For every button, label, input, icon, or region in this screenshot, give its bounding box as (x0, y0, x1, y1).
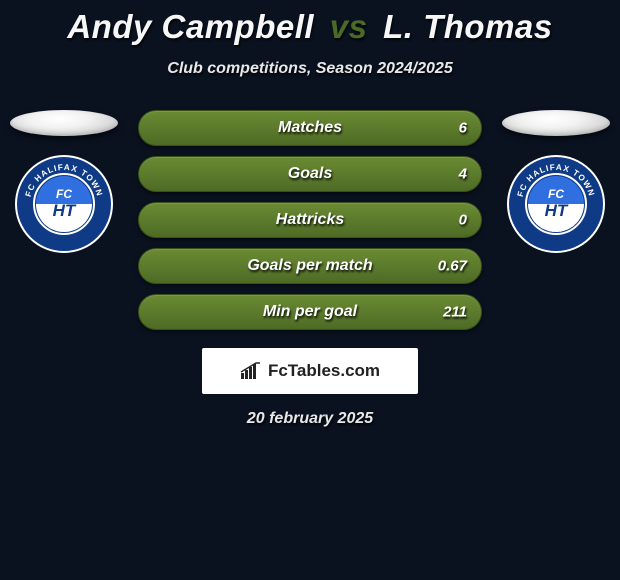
stat-row-goals: Goals 4 (138, 156, 482, 192)
crest-svg-left: FC HALIFAX TOWN THE SHAYMEN FC HT (14, 154, 114, 254)
stat-right-value: 6 (427, 120, 467, 137)
chart-bars-icon (240, 362, 262, 380)
stat-right-value: 211 (427, 304, 467, 321)
attribution-text: FcTables.com (268, 361, 380, 381)
stat-row-goals-per-match: Goals per match 0.67 (138, 248, 482, 284)
player2-photo-placeholder (502, 110, 610, 136)
stat-label: Goals (288, 165, 332, 183)
left-side: FC HALIFAX TOWN THE SHAYMEN FC HT (8, 110, 120, 254)
stat-label: Goals per match (247, 257, 372, 275)
crest-svg-right: FC HALIFAX TOWN THE SHAYMEN FC HT (506, 154, 606, 254)
stats-column: Matches 6 Goals 4 Hattricks 0 Goals per … (138, 110, 482, 330)
player2-club-crest: FC HALIFAX TOWN THE SHAYMEN FC HT (506, 154, 606, 254)
crest-center-top: FC (548, 187, 564, 201)
crest-center-bottom: HT (53, 201, 77, 220)
crest-center-top: FC (56, 187, 72, 201)
player1-club-crest: FC HALIFAX TOWN THE SHAYMEN FC HT (14, 154, 114, 254)
stat-label: Hattricks (276, 211, 344, 229)
player2-name: L. Thomas (383, 8, 553, 45)
player1-photo-placeholder (10, 110, 118, 136)
stat-label: Matches (278, 119, 342, 137)
stat-right-value: 0.67 (427, 258, 467, 275)
stat-row-matches: Matches 6 (138, 110, 482, 146)
crest-center-bottom: HT (545, 201, 569, 220)
player1-name: Andy Campbell (67, 8, 314, 45)
stat-row-min-per-goal: Min per goal 211 (138, 294, 482, 330)
vs-label: vs (330, 8, 368, 45)
date-label: 20 february 2025 (0, 410, 620, 428)
stat-right-value: 4 (427, 166, 467, 183)
comparison-card: Andy Campbell vs L. Thomas Club competit… (0, 0, 620, 428)
page-title: Andy Campbell vs L. Thomas (0, 8, 620, 46)
subtitle: Club competitions, Season 2024/2025 (0, 60, 620, 78)
stat-row-hattricks: Hattricks 0 (138, 202, 482, 238)
attribution-badge[interactable]: FcTables.com (202, 348, 418, 394)
main-row: FC HALIFAX TOWN THE SHAYMEN FC HT (0, 110, 620, 330)
stat-right-value: 0 (427, 212, 467, 229)
stat-label: Min per goal (263, 303, 357, 321)
right-side: FC HALIFAX TOWN THE SHAYMEN FC HT (500, 110, 612, 254)
